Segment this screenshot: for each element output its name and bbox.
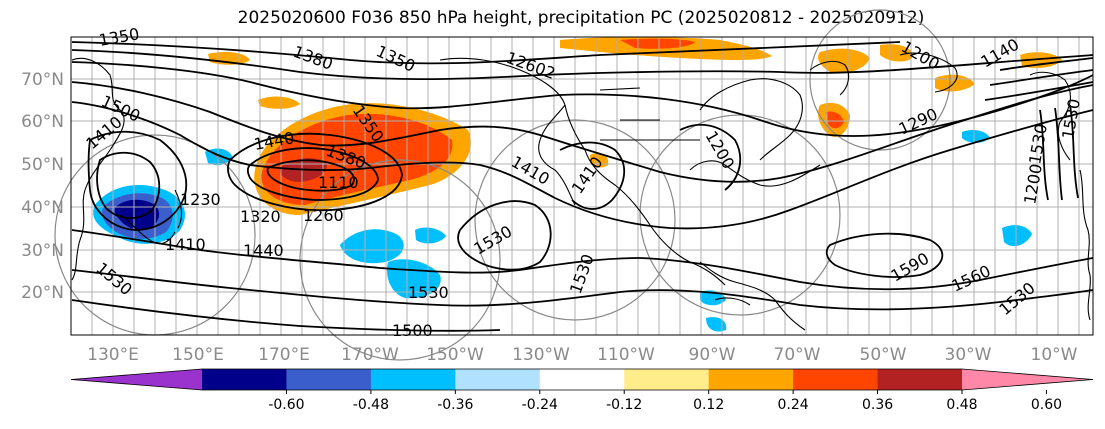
colorbar-tick-label: 0.24 (778, 397, 809, 413)
contour-label: 1440 (243, 241, 284, 260)
lon-label: 170°W (341, 345, 399, 365)
colorbar-tick-label: -0.24 (522, 397, 558, 413)
lon-label: 170°E (258, 345, 310, 365)
lon-labels: 130°E 150°E 170°E 170°W 150°W 130°W 110°… (87, 345, 1078, 365)
colorbar-segment (708, 369, 794, 390)
height-contours (71, 41, 1094, 332)
contour-label: 1260 (303, 206, 344, 225)
colorbar-tick-label: 0.60 (1031, 397, 1062, 413)
colorbar-tick-label: 0.48 (946, 397, 977, 413)
lat-label: 70°N (21, 70, 64, 90)
lon-label: 90°W (689, 345, 736, 365)
colorbar-tick-label: -0.48 (353, 397, 389, 413)
lon-label: 110°W (597, 345, 655, 365)
colorbar-tick-label: -0.12 (606, 397, 642, 413)
colorbar-tick-label: -0.36 (437, 397, 473, 413)
lon-label: 150°E (172, 345, 224, 365)
anomaly-circles (54, 9, 951, 361)
lat-label: 60°N (21, 112, 64, 132)
lat-label: 50°N (21, 155, 64, 175)
lon-label: 130°E (87, 345, 139, 365)
colorbar-outline (70, 368, 1094, 391)
chart-title: 2025020600 F036 850 hPa height, precipit… (237, 8, 925, 28)
lon-label: 130°W (512, 345, 570, 365)
lat-labels: 70°N 60°N 50°N 40°N 30°N 20°N (21, 70, 64, 303)
colorbar-tick-label: 0.36 (862, 397, 893, 413)
lon-label: 50°W (860, 345, 907, 365)
colorbar-segment (793, 369, 879, 390)
colorbar-segment (877, 369, 963, 390)
contour-label: 1320 (240, 207, 281, 226)
colorbar-tick-label: -0.60 (268, 397, 304, 413)
lat-label: 40°N (21, 198, 64, 218)
colorbar-arrow-high (962, 369, 1093, 390)
lon-label: 30°W (945, 345, 992, 365)
lon-label: 10°W (1031, 345, 1078, 365)
lon-label: 70°W (774, 345, 821, 365)
colorbar-segment (370, 369, 456, 390)
lon-label: 150°W (426, 345, 484, 365)
coastlines (71, 52, 1091, 331)
map-frame (70, 36, 1094, 336)
contour-label: 1410 (165, 235, 206, 254)
colorbar: -0.60 -0.48 -0.36 -0.24 -0.12 0.12 0.24 0.36 0.4… (70, 368, 1094, 413)
colorbar-segment (624, 369, 710, 390)
contour-label: 1110 (318, 173, 359, 192)
contour-label: 1530 (408, 283, 449, 302)
contour-label: 1230 (180, 190, 221, 209)
lat-label: 30°N (21, 241, 64, 261)
colorbar-tick-label: 0.12 (693, 397, 724, 413)
colorbar-segment (539, 369, 625, 390)
colorbar-segment (202, 369, 287, 390)
colorbar-segment (286, 369, 372, 390)
lat-label: 20°N (21, 283, 64, 303)
contour-label: 1500 (392, 321, 433, 340)
colorbar-segment (455, 369, 541, 390)
colorbar-arrow-low (71, 369, 202, 390)
